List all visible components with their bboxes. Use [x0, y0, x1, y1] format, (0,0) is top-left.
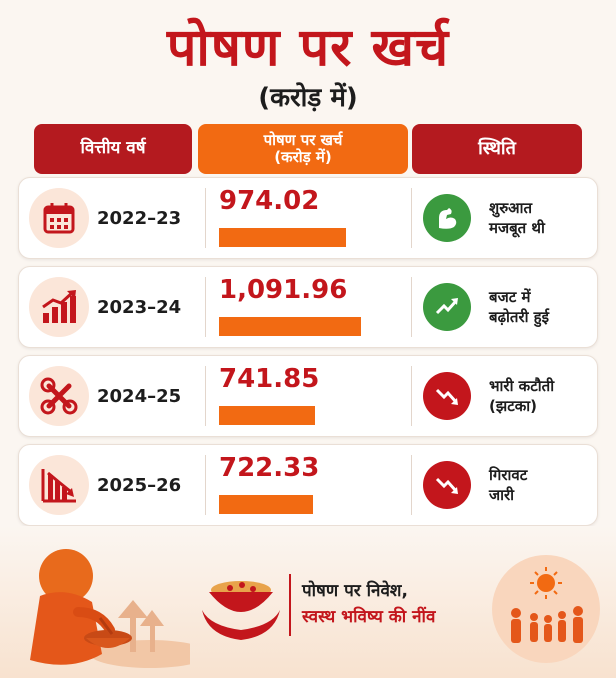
calendar-icon	[29, 188, 89, 248]
value-label: 722.33	[219, 453, 320, 483]
row-divider	[205, 277, 206, 337]
status-line: मजबूत थी	[489, 219, 545, 238]
child-eating-illustration	[30, 549, 190, 668]
row-divider	[411, 366, 412, 426]
spend-bar	[219, 317, 361, 336]
footer-line-2: स्वस्थ भविष्य की नींव	[302, 607, 436, 628]
row-divider	[205, 455, 206, 515]
value-label: 1,091.96	[219, 275, 348, 305]
footer-panel	[0, 526, 616, 678]
row-divider	[411, 188, 412, 248]
broken-tools-icon	[29, 366, 89, 426]
value-label: 974.02	[219, 186, 320, 216]
status-text: भारी कटौती (झटका)	[489, 376, 595, 417]
year-label: 2023–24	[97, 297, 182, 318]
trend-down-icon	[423, 461, 471, 509]
status-line: गिरावट	[489, 466, 528, 484]
header-year-label: वित्तीय वर्ष	[80, 138, 146, 159]
footer-slogan: पोषण पर निवेश, स्वस्थ भविष्य की नींव	[302, 578, 435, 631]
value-label: 741.85	[219, 364, 320, 394]
header-spend-unit: (करोड़ में)	[274, 148, 332, 166]
row-divider	[411, 277, 412, 337]
page-title: पोषण पर खर्च	[166, 18, 450, 78]
spend-bar	[219, 495, 313, 514]
status-line: शुरुआत	[489, 199, 533, 217]
spend-bar	[219, 228, 346, 247]
page-subtitle: (करोड़ में)	[258, 83, 358, 113]
year-label: 2025–26	[97, 475, 182, 496]
footer-line-1: पोषण पर निवेश,	[302, 581, 408, 601]
year-label: 2024–25	[97, 386, 182, 407]
header-spend-label: पोषण पर खर्च	[263, 130, 343, 149]
trend-down-icon	[423, 372, 471, 420]
flexed-arm-icon	[423, 194, 471, 242]
header-year: वित्तीय वर्ष	[34, 124, 192, 174]
header-spend: पोषण पर खर्च (करोड़ में)	[198, 124, 408, 174]
status-text: शुरुआत मजबूत थी	[489, 198, 595, 239]
status-line: जारी	[489, 486, 515, 505]
trend-up-icon	[423, 283, 471, 331]
row-divider	[411, 455, 412, 515]
header-status: स्थिति	[412, 124, 582, 174]
header-status-label: स्थिति	[478, 137, 516, 159]
decline-chart-icon	[29, 455, 89, 515]
growth-chart-icon	[29, 277, 89, 337]
footer-divider	[289, 574, 291, 636]
table-row: 2022–23 974.02 शुरुआत मजबूत थी	[18, 177, 598, 259]
row-divider	[205, 188, 206, 248]
status-text: बजट में बढ़ोतरी हुई	[489, 287, 595, 328]
status-line: भारी कटौती	[489, 377, 555, 395]
grain-bowl-logo-icon	[202, 581, 280, 640]
table-row: 2025–26 722.33 गिरावट जारी	[18, 444, 598, 526]
status-line: बढ़ोतरी हुई	[489, 308, 550, 327]
table-row: 2023–24 1,091.96 बजट में बढ़ोतरी हुई	[18, 266, 598, 348]
year-label: 2022–23	[97, 208, 182, 229]
status-text: गिरावट जारी	[489, 465, 595, 506]
row-divider	[205, 366, 206, 426]
spend-bar	[219, 406, 315, 425]
status-line: (झटका)	[489, 397, 538, 416]
family-sun-icon	[492, 555, 600, 663]
table-row: 2024–25 741.85 भारी कटौती (झटका)	[18, 355, 598, 437]
status-line: बजट में	[489, 288, 531, 306]
